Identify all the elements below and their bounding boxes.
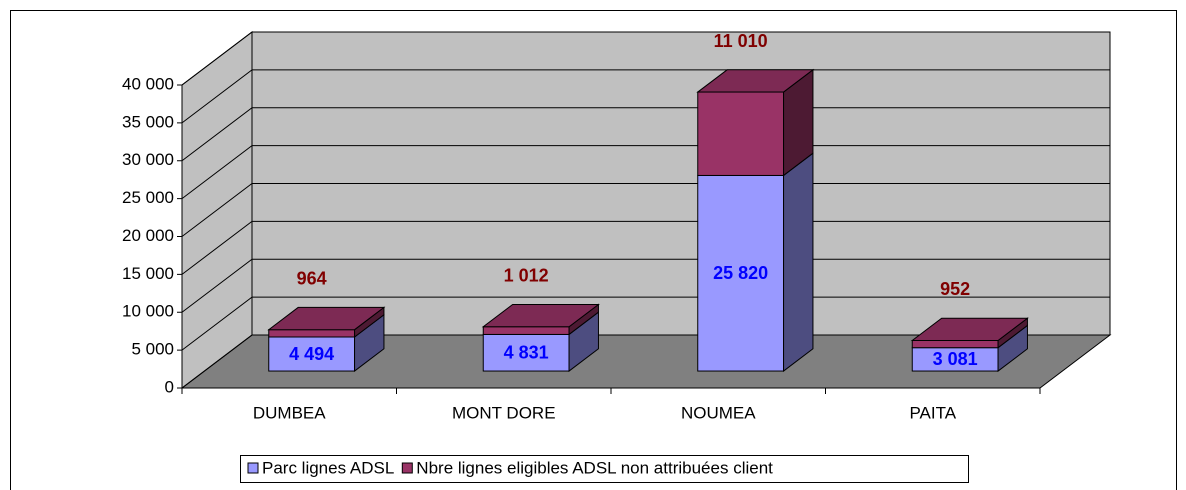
legend-box [240, 455, 969, 483]
data-label: 3 081 [933, 349, 978, 369]
grid-line [181, 296, 1110, 351]
bar [268, 329, 356, 338]
legend-swatch [401, 462, 413, 474]
y-tick-label: 40 000 [122, 74, 174, 93]
grid-line [181, 334, 1110, 389]
bar-top [481, 304, 600, 328]
grid-line [181, 220, 1110, 275]
y-tick-label: 0 [165, 377, 174, 396]
data-label: 25 820 [713, 263, 768, 283]
y-tick-label: 10 000 [122, 302, 174, 321]
legend-label: Nbre lignes eligibles ADSL non attribuée… [416, 458, 773, 477]
grid-line [181, 258, 1110, 313]
y-tick-label: 25 000 [122, 188, 174, 207]
x-tick-label: DUMBEA [253, 403, 326, 422]
bar [697, 91, 785, 176]
x-tick-label: PAITA [909, 403, 956, 422]
x-tick-label: MONT DORE [452, 403, 556, 422]
data-label: 952 [940, 279, 970, 299]
data-label: 1 012 [504, 266, 549, 286]
grid-line [181, 183, 1110, 237]
bar-top [910, 317, 1029, 341]
grid-line [181, 145, 1110, 200]
bar [482, 326, 570, 335]
grid-line [181, 69, 1110, 124]
legend-swatch [247, 462, 259, 474]
bar [697, 174, 785, 372]
bar [482, 333, 570, 372]
bar-side [783, 152, 814, 373]
y-tick-label: 30 000 [122, 150, 174, 169]
data-label: 4 831 [504, 342, 549, 362]
bar-top [696, 69, 815, 93]
data-label: 4 494 [289, 344, 334, 364]
y-tick-label: 15 000 [122, 264, 174, 283]
y-tick-label: 20 000 [122, 226, 174, 245]
y-tick-label: 5 000 [131, 340, 174, 359]
grid-line [181, 107, 1110, 162]
bar-top [267, 306, 386, 331]
legend-label: Parc lignes ADSL [262, 458, 394, 477]
data-label: 964 [297, 268, 327, 288]
x-tick-label: NOUMEA [681, 403, 756, 422]
data-label: 11 010 [714, 31, 768, 51]
bar [911, 339, 999, 349]
y-tick-label: 35 000 [122, 112, 174, 131]
grid-line [181, 31, 1110, 86]
